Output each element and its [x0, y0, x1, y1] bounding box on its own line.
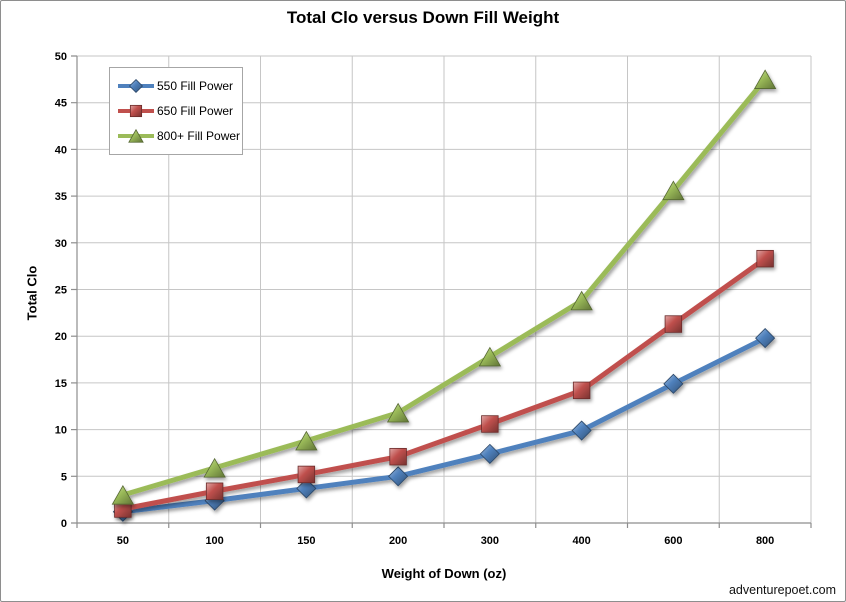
- legend-label-550: 550 Fill Power: [157, 78, 234, 93]
- svg-text:30: 30: [55, 238, 67, 250]
- legend: 550 Fill Power 650 Fill Power 800+ Fill …: [109, 67, 243, 155]
- watermark: adventurepoet.com: [728, 583, 836, 597]
- legend-item-650: 650 Fill Power: [117, 98, 233, 123]
- legend-label-650: 650 Fill Power: [157, 103, 234, 118]
- svg-text:40: 40: [55, 144, 67, 156]
- svg-text:400: 400: [572, 535, 590, 547]
- x-axis-title: Weight of Down (oz): [381, 566, 507, 581]
- svg-text:50: 50: [117, 535, 129, 547]
- svg-text:50: 50: [55, 51, 67, 63]
- legend-item-800: 800+ Fill Power: [117, 123, 240, 148]
- square-marker-icon: [117, 102, 155, 120]
- triangle-marker-icon: [117, 127, 155, 145]
- svg-text:150: 150: [297, 535, 315, 547]
- svg-text:15: 15: [55, 378, 67, 390]
- chart-title: Total Clo versus Down Fill Weight: [286, 8, 560, 27]
- svg-text:800: 800: [756, 535, 774, 547]
- svg-text:5: 5: [61, 471, 67, 483]
- svg-text:35: 35: [55, 191, 67, 203]
- svg-text:0: 0: [61, 518, 67, 530]
- svg-text:600: 600: [664, 535, 682, 547]
- svg-text:10: 10: [55, 425, 67, 437]
- legend-label-800: 800+ Fill Power: [157, 128, 241, 143]
- svg-text:20: 20: [55, 331, 67, 343]
- y-axis-title: Total Clo: [24, 265, 40, 321]
- svg-text:45: 45: [55, 98, 67, 110]
- svg-text:100: 100: [205, 535, 223, 547]
- legend-item-550: 550 Fill Power: [117, 73, 233, 98]
- svg-text:200: 200: [389, 535, 407, 547]
- diamond-marker-icon: [117, 77, 155, 95]
- svg-text:300: 300: [481, 535, 499, 547]
- svg-text:25: 25: [55, 285, 67, 297]
